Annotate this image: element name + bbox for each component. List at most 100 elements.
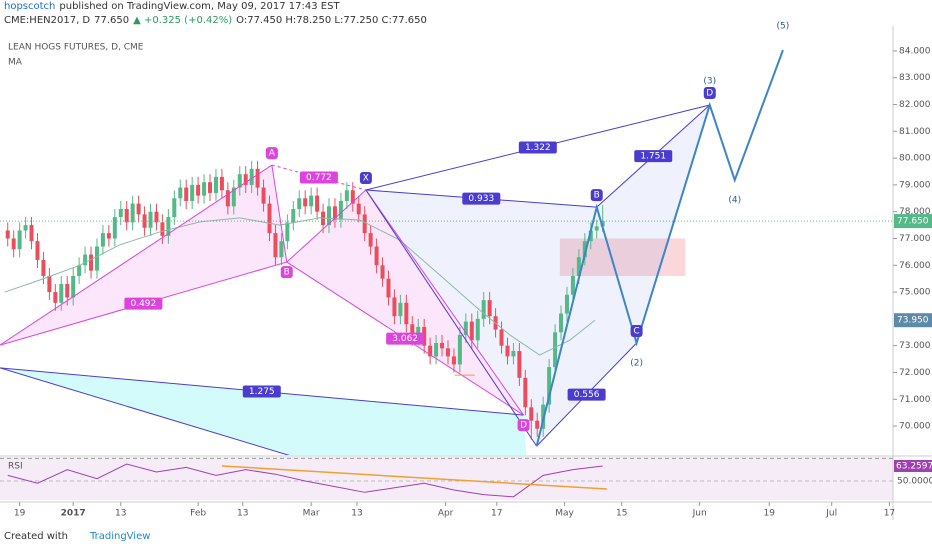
- point-label: B: [284, 268, 290, 278]
- pattern-line: [286, 189, 367, 263]
- candle-body: [202, 182, 207, 196]
- wave-label: (4): [728, 196, 741, 206]
- pattern-line: [0, 367, 290, 455]
- candle-body: [511, 351, 516, 357]
- x-tick-label: Feb: [190, 509, 206, 519]
- x-tick-label: 13: [351, 509, 362, 519]
- candle-body: [118, 209, 123, 218]
- last-value-label: 77.650: [897, 217, 929, 227]
- last-value-box: [894, 313, 932, 328]
- pattern-fill: [536, 105, 710, 447]
- candle-body: [83, 254, 88, 266]
- point-box: [359, 171, 372, 184]
- ratio-box: [567, 388, 606, 401]
- candle-body: [463, 321, 468, 335]
- point-label: A: [269, 149, 276, 159]
- candle-body: [344, 190, 349, 201]
- candle-body: [77, 265, 82, 277]
- y-tick-label: 76.000: [899, 261, 931, 271]
- point-label: B: [594, 191, 600, 201]
- point-label: D: [520, 421, 527, 431]
- x-tick-label: 17: [884, 509, 895, 519]
- ratio-label: 0.772: [306, 173, 332, 183]
- x-tick-label: 19: [14, 509, 26, 519]
- candle-body: [100, 233, 105, 247]
- candle-body: [505, 345, 510, 357]
- ma-line: [4, 217, 596, 356]
- candle-body: [440, 342, 445, 349]
- candle-body: [291, 209, 296, 223]
- candle-body: [368, 233, 373, 247]
- candle-body: [106, 233, 111, 239]
- wave-label: (3): [703, 77, 716, 87]
- pattern-fill: [0, 165, 287, 346]
- candle-body: [428, 345, 433, 357]
- candle-body: [374, 246, 379, 266]
- candle-body: [499, 329, 504, 346]
- y-tick-label: 71.000: [899, 395, 931, 405]
- x-tick-label: 13: [115, 509, 126, 519]
- candle-body: [327, 206, 331, 226]
- candle-body: [71, 276, 76, 298]
- candle-body: [487, 300, 492, 317]
- wave-label: (2): [630, 358, 643, 368]
- candle-body: [475, 318, 480, 341]
- candle-body: [136, 203, 141, 215]
- ratio-label: 1.751: [640, 152, 666, 162]
- candle-body: [231, 187, 236, 207]
- rsi-line: [7, 463, 603, 498]
- ma-legend: MA: [8, 58, 23, 68]
- wave-label: (5): [777, 22, 790, 32]
- y-tick-label: 82.000: [899, 100, 931, 110]
- point-box: [630, 324, 643, 337]
- brand[interactable]: TradingView: [89, 531, 151, 542]
- chart-title: LEAN HOGS FUTURES, D, CME: [8, 43, 144, 53]
- author[interactable]: hopscotch: [4, 1, 56, 12]
- x-tick-label: Mar: [303, 509, 320, 519]
- ratio-box: [299, 171, 338, 184]
- rsi-last-box: [894, 459, 932, 472]
- candle-body: [523, 377, 528, 408]
- x-tick-label: Jul: [825, 509, 837, 519]
- candle-body: [380, 265, 385, 279]
- candle-body: [41, 259, 46, 277]
- candle-body: [59, 284, 64, 303]
- y-tick-label: 78.000: [899, 207, 931, 217]
- ratio-label: 1.322: [525, 143, 551, 153]
- candle-body: [338, 200, 343, 220]
- candle-body: [112, 217, 117, 239]
- candle-body: [47, 276, 52, 293]
- candle-body: [94, 246, 99, 271]
- candle-body: [332, 206, 337, 220]
- last-value-label: 73.950: [897, 316, 929, 326]
- published: published on TradingView.com, May 09, 20…: [59, 1, 340, 12]
- candle-body: [213, 176, 218, 193]
- candle-body: [23, 225, 28, 231]
- candle-body: [53, 292, 58, 303]
- pattern-fill: [365, 189, 597, 447]
- candle-body: [5, 230, 10, 239]
- candle-body: [457, 334, 462, 365]
- y-tick-label: 73.000: [899, 341, 931, 351]
- ratio-label: 0.933: [468, 194, 494, 204]
- candle-body: [600, 221, 605, 227]
- candle-body: [594, 226, 599, 231]
- candle-body: [570, 276, 575, 295]
- header: hopscotch published on TradingView.com, M…: [4, 0, 904, 28]
- price-pane: [0, 49, 893, 455]
- candle-body: [404, 302, 409, 325]
- x-tick-label: Jun: [692, 509, 707, 519]
- chart: 70.000 71.000 72.000 73.000 75.000 76.000 77.0…: [0, 22, 932, 520]
- candle-body: [451, 356, 456, 365]
- symbol: CME:HEN2017, D: [4, 15, 91, 26]
- candle-body: [315, 195, 320, 212]
- pattern-fill: [286, 189, 524, 416]
- change: ▲ +0.325 (+0.42%): [133, 15, 233, 26]
- candle-body: [529, 407, 534, 421]
- candle-body: [225, 190, 230, 207]
- ratio-label: 0.556: [574, 390, 600, 400]
- rsi-pane: [0, 457, 893, 498]
- candle-body: [356, 203, 361, 215]
- candle-body: [303, 198, 308, 207]
